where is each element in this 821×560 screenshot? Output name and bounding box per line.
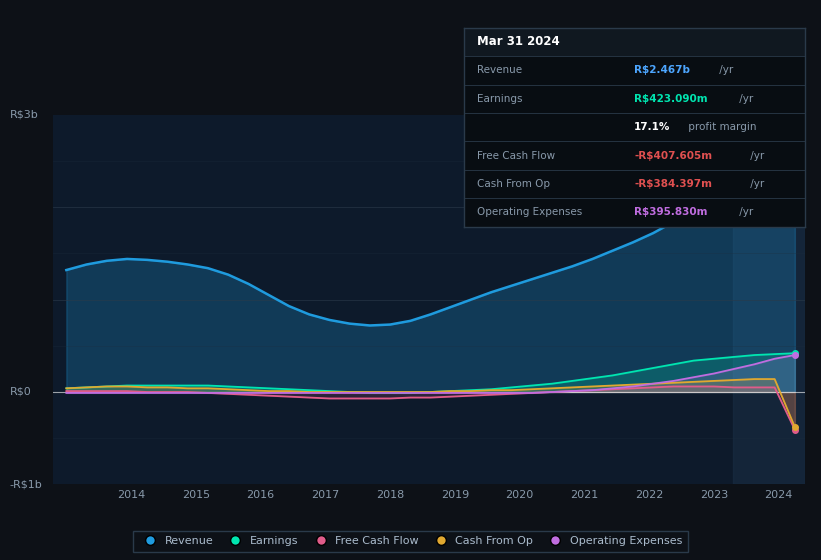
Text: Mar 31 2024: Mar 31 2024 [478, 35, 560, 48]
Text: Earnings: Earnings [478, 94, 523, 104]
Text: Revenue: Revenue [478, 65, 523, 74]
Text: -R$407.605m: -R$407.605m [635, 151, 713, 161]
Bar [733, 115, 805, 484]
Text: /yr: /yr [736, 208, 754, 217]
Text: /yr: /yr [746, 151, 764, 161]
Text: R$395.830m: R$395.830m [635, 208, 708, 217]
Text: R$0: R$0 [10, 387, 31, 397]
Text: /yr: /yr [736, 94, 754, 104]
Legend: Revenue, Earnings, Free Cash Flow, Cash From Op, Operating Expenses: Revenue, Earnings, Free Cash Flow, Cash … [133, 530, 688, 552]
Text: /yr: /yr [716, 65, 733, 74]
Text: R$3b: R$3b [10, 110, 39, 120]
Text: Cash From Op: Cash From Op [478, 179, 551, 189]
Text: 17.1%: 17.1% [635, 123, 671, 132]
Text: R$2.467b: R$2.467b [635, 65, 690, 74]
Bar [464, 28, 805, 56]
Text: /yr: /yr [746, 179, 764, 189]
Text: R$423.090m: R$423.090m [635, 94, 708, 104]
Text: profit margin: profit margin [686, 123, 757, 132]
Text: -R$384.397m: -R$384.397m [635, 179, 713, 189]
Text: Operating Expenses: Operating Expenses [478, 208, 583, 217]
Text: -R$1b: -R$1b [10, 479, 43, 489]
Text: Free Cash Flow: Free Cash Flow [478, 151, 556, 161]
